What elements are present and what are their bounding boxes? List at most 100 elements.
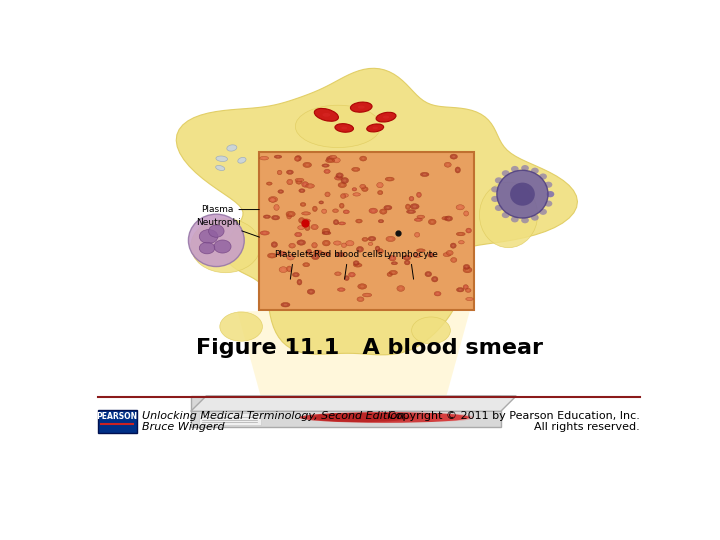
Ellipse shape bbox=[324, 165, 327, 166]
Ellipse shape bbox=[312, 254, 319, 260]
Ellipse shape bbox=[444, 216, 453, 221]
Ellipse shape bbox=[289, 181, 291, 183]
Ellipse shape bbox=[385, 177, 395, 181]
Ellipse shape bbox=[279, 172, 281, 173]
Ellipse shape bbox=[322, 209, 327, 213]
Ellipse shape bbox=[388, 178, 392, 180]
Ellipse shape bbox=[294, 274, 297, 275]
Ellipse shape bbox=[377, 248, 384, 254]
Polygon shape bbox=[191, 396, 500, 427]
Ellipse shape bbox=[397, 286, 405, 292]
Ellipse shape bbox=[287, 254, 294, 260]
Ellipse shape bbox=[502, 170, 510, 177]
Ellipse shape bbox=[351, 102, 372, 112]
Ellipse shape bbox=[354, 188, 355, 190]
Ellipse shape bbox=[302, 204, 304, 205]
Ellipse shape bbox=[415, 254, 418, 256]
Ellipse shape bbox=[376, 112, 396, 122]
Ellipse shape bbox=[287, 179, 293, 185]
Ellipse shape bbox=[428, 219, 436, 225]
Ellipse shape bbox=[357, 297, 364, 301]
Ellipse shape bbox=[372, 127, 378, 129]
Polygon shape bbox=[191, 396, 516, 411]
Ellipse shape bbox=[348, 272, 355, 277]
Ellipse shape bbox=[442, 217, 449, 220]
Ellipse shape bbox=[389, 274, 391, 275]
Ellipse shape bbox=[378, 219, 384, 223]
Ellipse shape bbox=[343, 179, 346, 181]
Ellipse shape bbox=[354, 263, 362, 267]
Ellipse shape bbox=[271, 242, 277, 247]
Ellipse shape bbox=[464, 211, 469, 216]
Ellipse shape bbox=[419, 249, 423, 251]
Ellipse shape bbox=[352, 187, 356, 191]
Ellipse shape bbox=[278, 190, 284, 193]
Ellipse shape bbox=[345, 211, 348, 213]
Ellipse shape bbox=[539, 173, 547, 180]
Ellipse shape bbox=[323, 211, 325, 212]
Ellipse shape bbox=[322, 231, 331, 235]
Ellipse shape bbox=[361, 187, 368, 192]
Ellipse shape bbox=[281, 302, 290, 307]
Ellipse shape bbox=[377, 247, 379, 249]
Ellipse shape bbox=[276, 156, 279, 157]
Ellipse shape bbox=[356, 219, 362, 223]
Ellipse shape bbox=[313, 226, 316, 228]
Ellipse shape bbox=[416, 192, 421, 198]
Ellipse shape bbox=[268, 183, 271, 184]
Ellipse shape bbox=[354, 168, 357, 170]
Ellipse shape bbox=[377, 183, 383, 188]
Ellipse shape bbox=[271, 215, 279, 220]
Ellipse shape bbox=[356, 246, 364, 252]
Ellipse shape bbox=[368, 237, 376, 241]
Ellipse shape bbox=[333, 158, 341, 163]
Ellipse shape bbox=[336, 252, 345, 257]
Ellipse shape bbox=[337, 177, 340, 179]
Ellipse shape bbox=[333, 209, 338, 213]
Ellipse shape bbox=[444, 162, 451, 167]
Ellipse shape bbox=[434, 292, 441, 296]
Ellipse shape bbox=[446, 164, 449, 166]
Ellipse shape bbox=[289, 244, 295, 248]
Ellipse shape bbox=[280, 253, 284, 254]
Ellipse shape bbox=[338, 222, 346, 225]
Ellipse shape bbox=[369, 243, 372, 245]
Ellipse shape bbox=[260, 156, 269, 160]
Ellipse shape bbox=[325, 158, 335, 163]
Ellipse shape bbox=[531, 167, 539, 174]
Ellipse shape bbox=[466, 228, 472, 233]
Ellipse shape bbox=[308, 185, 312, 187]
Ellipse shape bbox=[467, 230, 469, 232]
Ellipse shape bbox=[450, 243, 456, 248]
Ellipse shape bbox=[380, 220, 382, 222]
Ellipse shape bbox=[325, 232, 328, 234]
Ellipse shape bbox=[292, 272, 300, 277]
Ellipse shape bbox=[305, 225, 310, 231]
Ellipse shape bbox=[260, 231, 269, 235]
Ellipse shape bbox=[361, 158, 364, 159]
Ellipse shape bbox=[452, 245, 454, 247]
Ellipse shape bbox=[375, 246, 380, 251]
Ellipse shape bbox=[338, 183, 346, 188]
Ellipse shape bbox=[531, 214, 539, 221]
Ellipse shape bbox=[288, 268, 290, 270]
Ellipse shape bbox=[399, 287, 402, 289]
Ellipse shape bbox=[274, 217, 277, 219]
Ellipse shape bbox=[345, 194, 347, 196]
Ellipse shape bbox=[341, 126, 347, 129]
Ellipse shape bbox=[338, 254, 342, 255]
Ellipse shape bbox=[298, 179, 301, 181]
Ellipse shape bbox=[214, 240, 231, 253]
Ellipse shape bbox=[341, 205, 343, 207]
Ellipse shape bbox=[209, 225, 224, 237]
Ellipse shape bbox=[428, 253, 434, 258]
Ellipse shape bbox=[336, 173, 343, 178]
Ellipse shape bbox=[384, 205, 392, 210]
Text: Bruce Wingerd: Bruce Wingerd bbox=[142, 422, 225, 432]
Ellipse shape bbox=[295, 178, 304, 182]
Ellipse shape bbox=[546, 191, 554, 197]
Ellipse shape bbox=[405, 256, 408, 259]
Text: Copyright © 2011 by Pearson Education, Inc.: Copyright © 2011 by Pearson Education, I… bbox=[388, 411, 640, 421]
Ellipse shape bbox=[297, 234, 300, 235]
Ellipse shape bbox=[341, 223, 343, 224]
